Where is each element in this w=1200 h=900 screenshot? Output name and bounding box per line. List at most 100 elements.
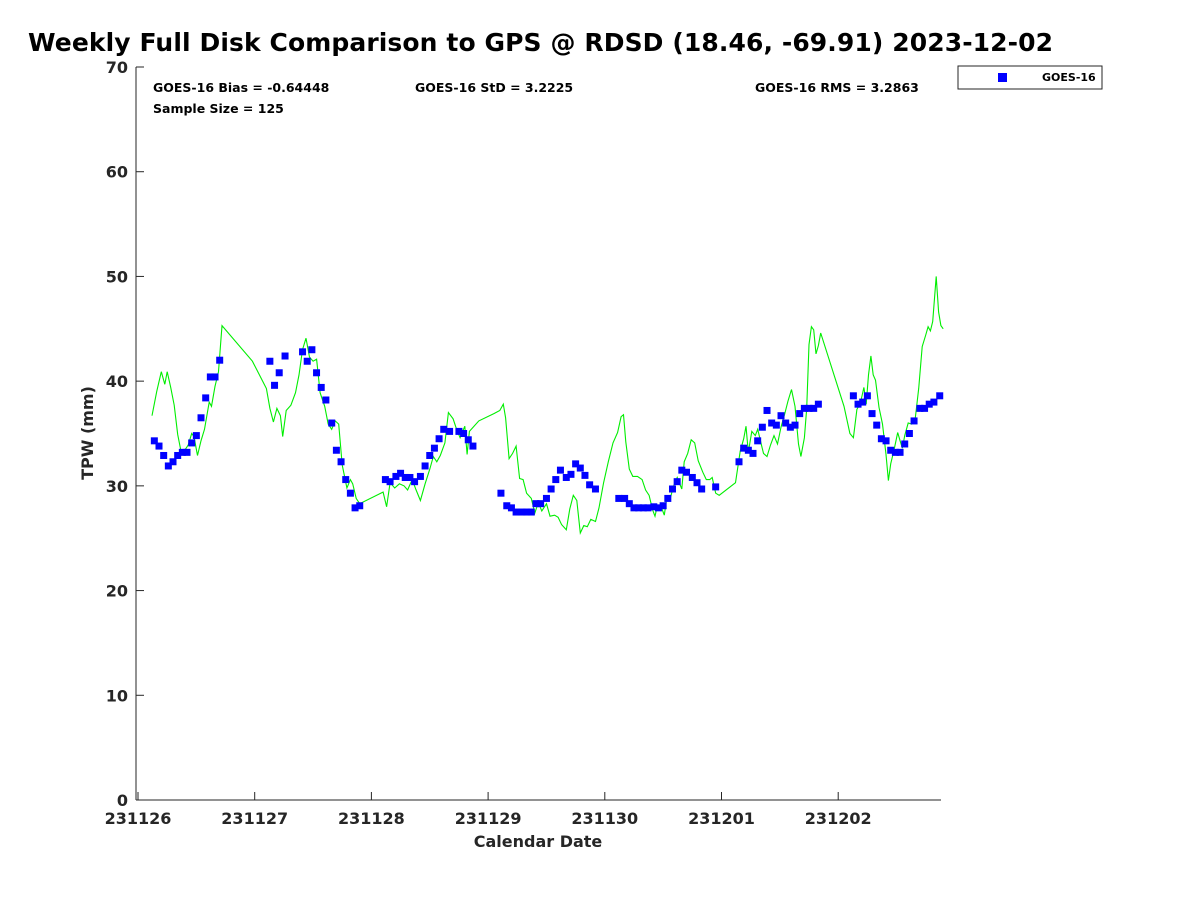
data-point bbox=[758, 423, 766, 431]
stat-bias: GOES-16 Bias = -0.64448 bbox=[153, 80, 329, 95]
data-point bbox=[777, 412, 785, 420]
x-tick-label: 231128 bbox=[338, 809, 405, 828]
y-tick-label: 20 bbox=[106, 582, 128, 601]
data-point bbox=[916, 404, 924, 412]
data-point bbox=[572, 460, 580, 468]
x-tick-label: 231126 bbox=[105, 809, 172, 828]
data-point bbox=[630, 504, 638, 512]
data-point bbox=[678, 466, 686, 474]
data-point bbox=[518, 508, 526, 516]
data-point bbox=[216, 356, 224, 364]
data-point bbox=[178, 448, 186, 456]
data-point bbox=[356, 502, 364, 510]
data-point bbox=[266, 357, 274, 365]
data-point bbox=[800, 404, 808, 412]
data-point bbox=[503, 502, 511, 510]
data-point bbox=[562, 473, 570, 481]
gps-line-series bbox=[151, 276, 944, 536]
axis-ticks: 0 10 20 30 40 50 60 70 231126 231127 231128 231129 2… bbox=[105, 58, 872, 828]
chart-title: Weekly Full Disk Comparison to GPS @ RDS… bbox=[28, 28, 1054, 57]
data-point bbox=[435, 435, 443, 443]
data-point bbox=[698, 485, 706, 493]
data-point bbox=[854, 400, 862, 408]
data-point bbox=[411, 478, 419, 486]
data-point bbox=[308, 346, 316, 354]
data-point bbox=[313, 369, 321, 377]
data-point bbox=[192, 432, 200, 440]
y-tick-label: 70 bbox=[106, 58, 128, 77]
data-point bbox=[397, 469, 405, 477]
data-point bbox=[275, 369, 283, 377]
data-point bbox=[650, 503, 658, 511]
data-point bbox=[328, 419, 336, 427]
data-point bbox=[426, 451, 434, 459]
x-tick-label: 231201 bbox=[688, 809, 755, 828]
y-tick-label: 50 bbox=[106, 267, 128, 286]
legend-box bbox=[957, 65, 1103, 90]
data-point bbox=[921, 404, 929, 412]
data-point bbox=[749, 449, 757, 457]
data-point bbox=[768, 419, 776, 427]
data-point bbox=[174, 451, 182, 459]
data-point bbox=[337, 458, 345, 466]
y-tick-label: 0 bbox=[117, 791, 128, 810]
stat-rms: GOES-16 RMS = 3.2863 bbox=[755, 80, 919, 95]
data-point bbox=[332, 446, 340, 454]
stat-sample-size: Sample Size = 125 bbox=[153, 101, 284, 116]
data-point bbox=[810, 404, 818, 412]
data-point bbox=[693, 479, 701, 487]
data-point bbox=[169, 458, 177, 466]
data-point bbox=[299, 348, 307, 356]
data-point bbox=[712, 483, 720, 491]
plot-axes bbox=[135, 67, 941, 801]
data-point bbox=[688, 473, 696, 481]
data-point bbox=[673, 478, 681, 486]
data-point bbox=[625, 500, 633, 508]
goes16-marker-series bbox=[150, 346, 944, 516]
data-point bbox=[925, 400, 933, 408]
data-point bbox=[891, 448, 899, 456]
data-point bbox=[763, 406, 771, 414]
data-point bbox=[814, 400, 822, 408]
data-point bbox=[668, 485, 676, 493]
data-point bbox=[615, 494, 623, 502]
data-point bbox=[197, 414, 205, 422]
data-point bbox=[581, 471, 589, 479]
data-point bbox=[930, 398, 938, 406]
data-point bbox=[507, 504, 515, 512]
x-axis-label: Calendar Date bbox=[474, 832, 603, 851]
data-point bbox=[859, 398, 867, 406]
data-point bbox=[464, 436, 472, 444]
data-point bbox=[744, 446, 752, 454]
data-point bbox=[882, 437, 890, 445]
data-point bbox=[532, 500, 540, 508]
data-point bbox=[877, 435, 885, 443]
data-point bbox=[430, 444, 438, 452]
y-tick-label: 10 bbox=[106, 686, 128, 705]
legend-label-goes16: GOES-16 bbox=[1042, 71, 1096, 84]
data-point bbox=[586, 481, 594, 489]
y-tick-label: 60 bbox=[106, 163, 128, 182]
data-point bbox=[659, 502, 667, 510]
x-tick-label: 231129 bbox=[455, 809, 522, 828]
data-point bbox=[567, 470, 575, 478]
data-point bbox=[644, 504, 652, 512]
data-point bbox=[392, 472, 400, 480]
legend-marker-goes16 bbox=[998, 73, 1007, 82]
data-point bbox=[664, 494, 672, 502]
data-point bbox=[576, 464, 584, 472]
data-point bbox=[863, 392, 871, 400]
data-point bbox=[791, 421, 799, 429]
data-point bbox=[868, 410, 876, 418]
data-point bbox=[469, 442, 477, 450]
data-point bbox=[639, 504, 647, 512]
data-point bbox=[591, 485, 599, 493]
data-point bbox=[460, 430, 468, 437]
data-point bbox=[901, 440, 909, 448]
data-point bbox=[211, 373, 219, 381]
data-point bbox=[303, 357, 311, 365]
stat-std: GOES-16 StD = 3.2225 bbox=[415, 80, 573, 95]
data-point bbox=[547, 485, 555, 493]
data-point bbox=[322, 396, 330, 404]
data-point bbox=[552, 476, 560, 484]
